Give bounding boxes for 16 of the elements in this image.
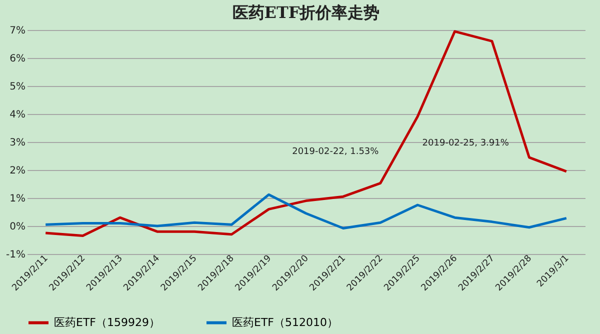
legend-label: 医药ETF（512010） <box>232 316 338 329</box>
y-tick-label: 7% <box>10 26 26 36</box>
y-tick-label: 0% <box>10 222 26 232</box>
y-tick-label: -1% <box>6 250 26 260</box>
y-tick-label: 6% <box>10 54 26 64</box>
annotation: 2019-02-25, 3.91% <box>422 138 510 149</box>
y-tick-label: 5% <box>10 82 26 92</box>
line-series <box>44 193 568 230</box>
chart-title: 医药ETF折价率走势 <box>232 3 380 22</box>
y-tick-label: 1% <box>10 194 26 204</box>
line-series <box>44 30 568 238</box>
y-tick-label: 2% <box>10 166 26 176</box>
y-tick-label: 4% <box>10 110 26 120</box>
annotation: 2019-02-22, 1.53% <box>292 147 380 158</box>
legend-label: 医药ETF（159929） <box>54 316 160 329</box>
y-tick-label: 3% <box>10 138 26 148</box>
